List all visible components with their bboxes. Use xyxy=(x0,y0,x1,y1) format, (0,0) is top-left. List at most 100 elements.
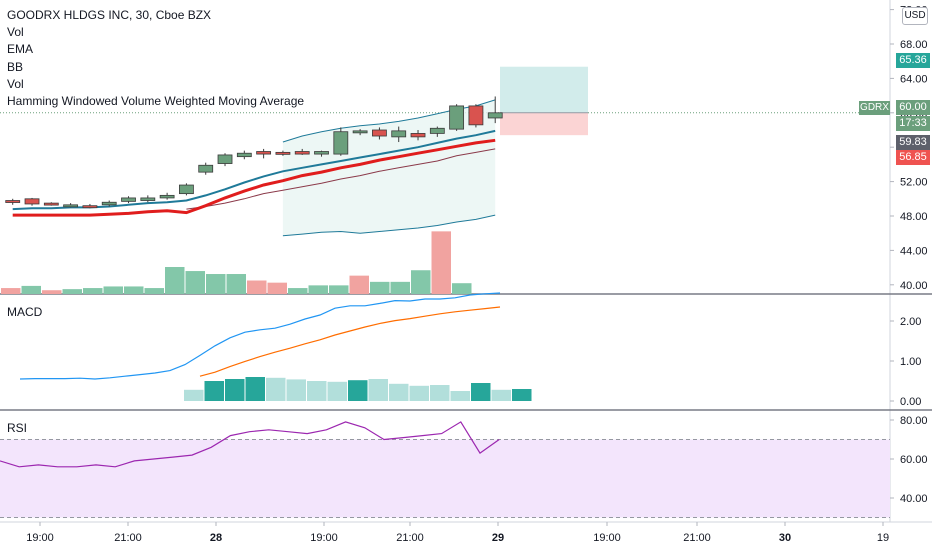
time-tick-label: 19:00 xyxy=(310,532,338,544)
candle-body xyxy=(43,202,59,206)
volume-bar xyxy=(83,288,103,294)
volume-bar xyxy=(431,231,451,294)
time-tick-label: 29 xyxy=(492,532,504,544)
price-tag-ema: 56.85 xyxy=(896,150,930,165)
rsi-tick-label: 80.00 xyxy=(900,415,928,427)
price-tick-label: 48.00 xyxy=(900,211,928,223)
macd-histogram-bar xyxy=(184,389,204,401)
ema-line xyxy=(12,138,496,217)
candle-body xyxy=(294,151,310,155)
macd-histogram-bar xyxy=(368,379,388,401)
volume-bar xyxy=(226,274,246,294)
volume-bar xyxy=(390,281,410,294)
price-tag-bb: 59.83 xyxy=(896,135,930,150)
volume-bar xyxy=(247,280,267,294)
macd-line xyxy=(19,292,501,380)
price-tag-last: 60.00 xyxy=(896,100,930,115)
volume-bar xyxy=(452,283,472,294)
macd-histogram-bar xyxy=(225,379,245,401)
candle-body xyxy=(391,130,407,138)
price-tag-countdown: 17:33 xyxy=(896,116,930,131)
macd-histogram-bar xyxy=(512,389,532,401)
macd-histogram-bar xyxy=(286,379,306,401)
symbol-tag: GDRX xyxy=(859,101,890,115)
macd-histogram-bar xyxy=(204,381,224,401)
volume-bar xyxy=(165,267,185,294)
volume-bar xyxy=(21,285,41,294)
macd-histogram-bar xyxy=(430,385,450,401)
macd-pane-label[interactable]: MACD xyxy=(7,305,43,319)
candle-body xyxy=(410,133,426,138)
macd-tick-label: 2.00 xyxy=(900,316,921,328)
time-tick-label: 21:00 xyxy=(114,532,142,544)
time-tick-label: 28 xyxy=(210,532,222,544)
legend-vol[interactable]: Vol xyxy=(7,25,24,40)
rsi-tick-label: 40.00 xyxy=(900,493,928,505)
candle-body xyxy=(314,151,329,155)
currency-button[interactable]: USD xyxy=(902,7,928,25)
volume-bar xyxy=(144,288,164,294)
candle-body xyxy=(275,151,291,155)
macd-histogram-bar xyxy=(450,391,470,401)
candle-body xyxy=(24,198,40,205)
macd-tick-label: 1.00 xyxy=(900,356,921,368)
price-tick-label: 44.00 xyxy=(900,245,928,257)
price-tag-target: 65.36 xyxy=(896,53,930,68)
price-tick-label: 40.00 xyxy=(900,280,928,292)
macd-histogram-bar xyxy=(327,381,347,401)
volume-bar xyxy=(1,288,21,294)
macd-histogram-bar xyxy=(266,377,286,401)
candle-body xyxy=(256,151,272,155)
volume-bar xyxy=(329,285,349,294)
candle-body xyxy=(372,129,387,137)
candle-body xyxy=(217,154,233,164)
hwvwma-line xyxy=(186,148,496,210)
candle-body xyxy=(101,201,117,206)
candle-body xyxy=(487,112,503,119)
volume-bar xyxy=(62,289,82,294)
macd-histogram-bar xyxy=(348,380,368,401)
candle-body xyxy=(198,164,214,173)
macd-histogram-bar xyxy=(389,383,409,401)
volume-bar xyxy=(349,275,369,294)
volume-bar xyxy=(267,282,287,294)
candle-body xyxy=(82,205,98,209)
rsi-line xyxy=(0,421,500,468)
candle-body xyxy=(468,105,484,126)
legend-title[interactable]: GOODRX HLDGS INC, 30, Cboe BZX xyxy=(7,8,212,22)
time-tick-label: 19:00 xyxy=(26,532,54,544)
macd-histogram-bar xyxy=(307,381,327,401)
volume-bar xyxy=(103,286,123,294)
candle-body xyxy=(429,127,445,134)
macd-signal-line xyxy=(199,306,501,377)
volume-bar xyxy=(185,271,205,294)
price-tick-label: 52.00 xyxy=(900,177,928,189)
volume-bar xyxy=(124,286,144,294)
legend-hwvwma[interactable]: Hamming Windowed Volume Weighted Moving … xyxy=(7,94,305,109)
candle-body xyxy=(63,204,79,208)
legend-ema[interactable]: EMA xyxy=(7,42,34,57)
rsi-band xyxy=(0,439,890,518)
time-tick-label: 19 xyxy=(877,532,889,544)
candle-body xyxy=(449,105,465,130)
time-tick-label: 21:00 xyxy=(396,532,424,544)
rsi-pane-label[interactable]: RSI xyxy=(7,421,28,435)
macd-tick-label: 0.00 xyxy=(900,396,921,408)
candle-body xyxy=(159,194,175,199)
legend-vol-2[interactable]: Vol xyxy=(7,76,24,91)
volume-bar xyxy=(42,290,62,294)
candle-body xyxy=(236,152,252,158)
candle-body xyxy=(5,200,21,203)
price-tick-label: 68.00 xyxy=(900,39,928,51)
volume-bar xyxy=(206,274,226,294)
volume-bar xyxy=(288,288,308,294)
candle-body xyxy=(352,130,368,134)
volume-bar xyxy=(308,285,328,294)
macd-histogram-bar xyxy=(409,385,429,401)
rsi-tick-label: 60.00 xyxy=(900,454,928,466)
macd-histogram-bar xyxy=(471,383,491,401)
volume-bar xyxy=(370,281,390,294)
candle-body xyxy=(333,131,349,155)
legend-bb[interactable]: BB xyxy=(7,59,24,74)
